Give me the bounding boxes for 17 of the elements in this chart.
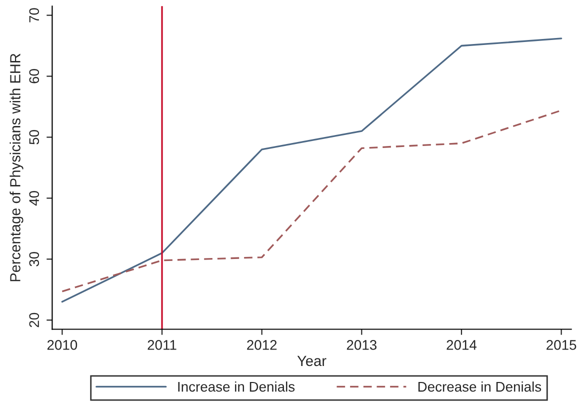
y-tick-label: 50 — [29, 130, 40, 144]
y-tick-label: 30 — [29, 252, 40, 266]
y-tick-label: 40 — [29, 190, 40, 206]
x-tick-label: 2014 — [446, 340, 477, 350]
y-tick-label: 60 — [29, 69, 40, 84]
x-tick-label: 2013 — [346, 340, 377, 350]
x-axis-title: Year — [297, 356, 326, 366]
x-tick-label: 2010 — [47, 340, 78, 350]
legend-label: Decrease in Denials — [418, 382, 542, 392]
x-tick-label: 2012 — [247, 340, 277, 350]
y-tick-label: 20 — [29, 312, 40, 328]
x-tick-label: 2015 — [546, 340, 576, 350]
y-axis-title: Percentage of Physicians with EHR — [10, 54, 24, 282]
line-series — [61, 38, 562, 303]
legend-label: Increase in Denials — [178, 382, 295, 392]
y-tick-label: 70 — [29, 8, 40, 22]
x-tick-label: 2011 — [148, 340, 176, 350]
